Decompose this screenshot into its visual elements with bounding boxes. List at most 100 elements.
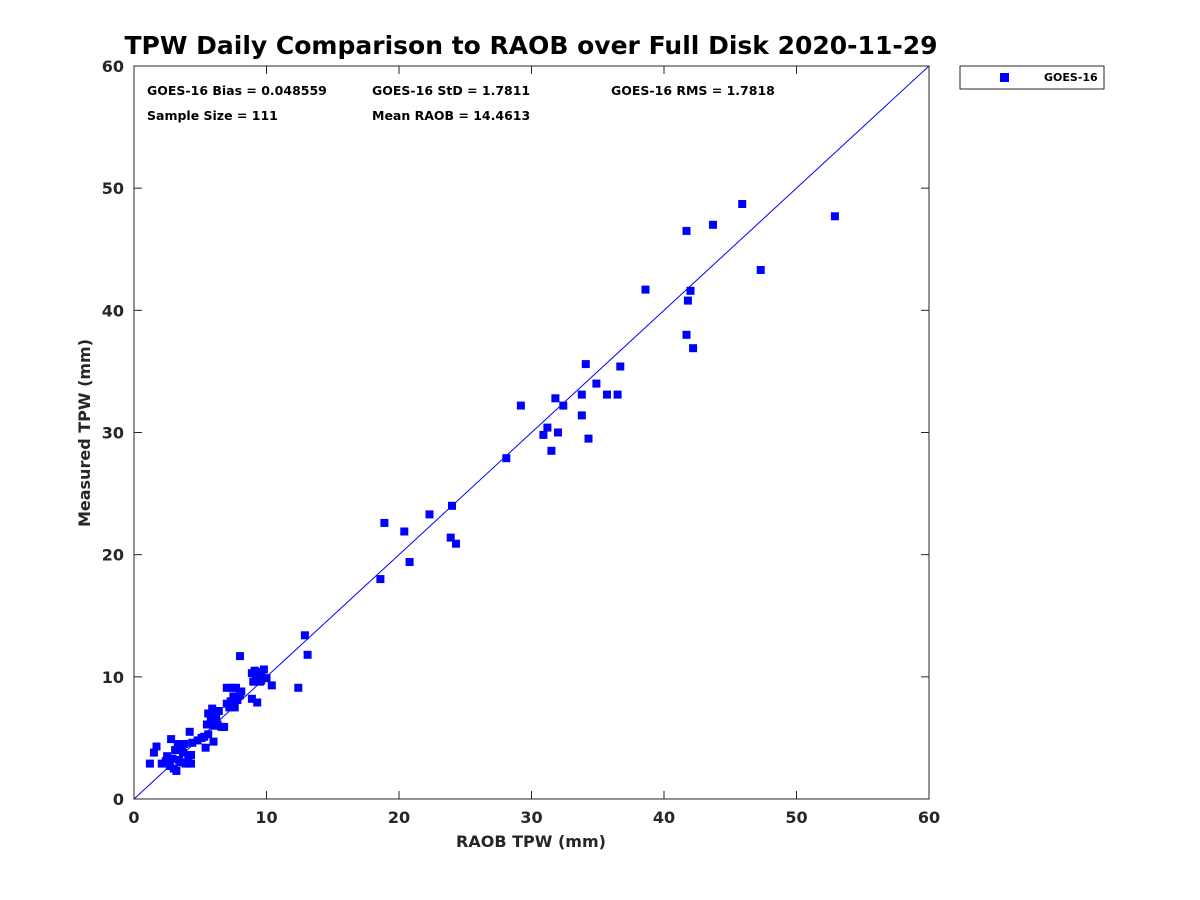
data-point [448, 501, 456, 510]
data-point [405, 558, 414, 566]
data-point [225, 703, 234, 712]
data-point [294, 683, 303, 692]
mean-raob-annotation: Mean RAOB = 14.4613 [372, 108, 530, 123]
legend-entry-goes-16: GOES-16 [1044, 71, 1098, 84]
y-tick-label: 60 [102, 57, 124, 76]
y-axis: 0 10 20 30 40 50 60 [102, 57, 929, 809]
data-point [188, 738, 197, 747]
data-point [551, 394, 560, 403]
data-point [452, 539, 460, 548]
data-point [202, 720, 211, 729]
std-annotation: GOES-16 StD = 1.7811 [372, 83, 530, 98]
data-point [152, 742, 161, 751]
data-point [149, 748, 158, 757]
y-tick-label: 20 [102, 546, 124, 565]
data-point [257, 671, 266, 680]
data-point [187, 751, 195, 759]
data-point [300, 631, 309, 640]
data-point [616, 362, 625, 371]
data-point [554, 428, 562, 437]
y-tick-label: 10 [102, 668, 124, 687]
data-point [267, 681, 276, 690]
y-tick-label: 30 [102, 424, 124, 443]
data-point [380, 518, 389, 527]
data-point [187, 759, 195, 768]
data-point [682, 226, 691, 235]
data-point [603, 390, 611, 399]
data-point [577, 390, 586, 399]
x-axis: 0 10 20 30 40 50 60 [128, 66, 940, 827]
data-point [577, 411, 586, 420]
data-point [686, 286, 695, 295]
data-point [547, 446, 556, 455]
data-point [212, 711, 221, 720]
data-point [180, 740, 189, 748]
data-point [592, 379, 601, 388]
data-point [163, 752, 172, 761]
data-point [830, 212, 839, 221]
data-point [232, 683, 240, 692]
data-point [226, 697, 235, 706]
goes-16-markers [145, 200, 839, 775]
legend-square-marker-icon [1000, 73, 1009, 82]
y-tick-label: 40 [102, 301, 124, 320]
data-point [425, 510, 434, 519]
data-point [236, 652, 244, 661]
data-point [168, 754, 177, 763]
data-point [209, 737, 218, 746]
data-point [683, 296, 692, 305]
data-point [230, 703, 239, 712]
bias-annotation: GOES-16 Bias = 0.048559 [147, 83, 327, 98]
data-point [613, 390, 622, 399]
data-point [559, 401, 568, 410]
data-point [181, 759, 190, 768]
data-point [179, 748, 187, 757]
data-point [539, 430, 548, 439]
data-point [516, 401, 525, 410]
x-tick-label: 20 [388, 808, 410, 827]
data-point [738, 200, 747, 208]
rms-annotation: GOES-16 RMS = 1.7818 [611, 83, 775, 98]
data-point [208, 704, 217, 713]
data-point [161, 757, 170, 766]
x-tick-label: 10 [255, 808, 277, 827]
x-tick-label: 60 [918, 808, 940, 827]
x-tick-label: 40 [653, 808, 675, 827]
data-point [446, 533, 455, 542]
y-tick-label: 0 [113, 790, 124, 809]
data-point [145, 759, 154, 768]
data-point [253, 698, 262, 707]
legend: GOES-16 [959, 65, 1105, 90]
x-tick-label: 0 [128, 808, 139, 827]
y-tick-label: 50 [102, 179, 124, 198]
data-point [257, 676, 266, 685]
data-point [756, 266, 765, 274]
data-point [376, 575, 385, 584]
data-point [204, 730, 213, 739]
data-point [303, 650, 312, 659]
data-point [172, 766, 181, 775]
data-point [201, 743, 210, 752]
data-point [167, 735, 176, 744]
data-point [400, 527, 409, 536]
data-point [171, 746, 180, 755]
data-point [222, 683, 231, 692]
data-point [689, 344, 698, 353]
chart-title: TPW Daily Comparison to RAOB over Full D… [124, 31, 937, 60]
x-axis-label: RAOB TPW (mm) [456, 832, 606, 851]
data-point [709, 220, 717, 229]
data-point [502, 454, 511, 463]
data-point [641, 285, 650, 294]
data-point [259, 665, 268, 674]
data-point [233, 696, 242, 704]
data-point [185, 727, 194, 736]
y-axis-label: Measured TPW (mm) [75, 339, 94, 527]
x-tick-label: 50 [785, 808, 807, 827]
sample-size-annotation: Sample Size = 111 [147, 108, 278, 123]
data-point [176, 758, 185, 767]
data-point [220, 722, 229, 731]
legend-box [959, 65, 1105, 90]
data-point [262, 674, 271, 683]
data-point [682, 330, 691, 339]
